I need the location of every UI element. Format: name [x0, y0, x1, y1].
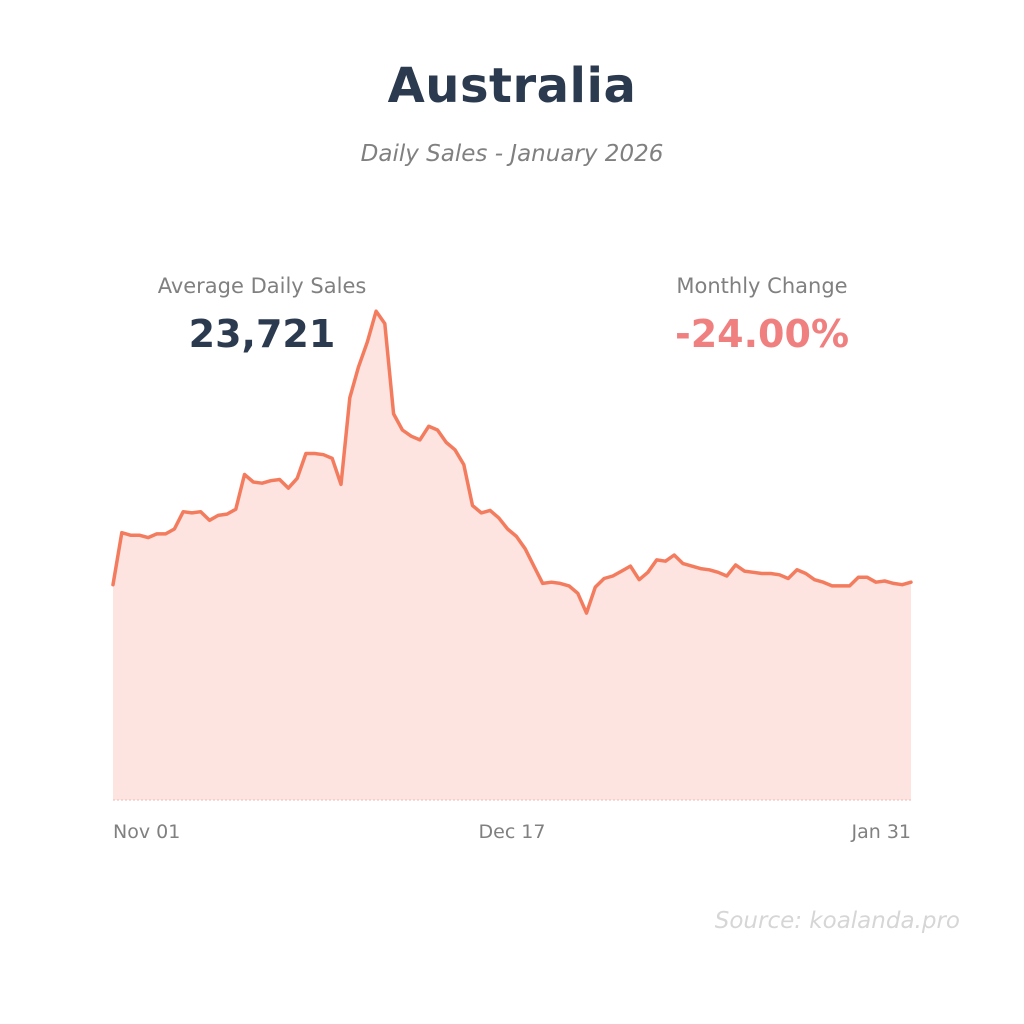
- page-title: Australia: [387, 58, 637, 114]
- x-tick-label-middle: Dec 17: [479, 821, 546, 843]
- monthly-change-stat: Monthly Change -24.00%: [582, 272, 942, 356]
- average-daily-sales-stat: Average Daily Sales 23,721: [82, 272, 442, 356]
- x-tick-label-start: Nov 01: [113, 821, 180, 843]
- page-subtitle: Daily Sales - January 2026: [360, 141, 664, 167]
- monthly-change-value: -24.00%: [674, 312, 850, 356]
- average-daily-sales-label: Average Daily Sales: [157, 274, 367, 298]
- sales-line: [111, 309, 913, 615]
- monthly-change-label: Monthly Change: [676, 274, 848, 298]
- source-credit: Source: koalanda.pro: [714, 908, 960, 934]
- x-tick-label-end: Jan 31: [850, 821, 911, 843]
- sales-area-fill: [113, 311, 911, 800]
- average-daily-sales-value: 23,721: [188, 312, 336, 356]
